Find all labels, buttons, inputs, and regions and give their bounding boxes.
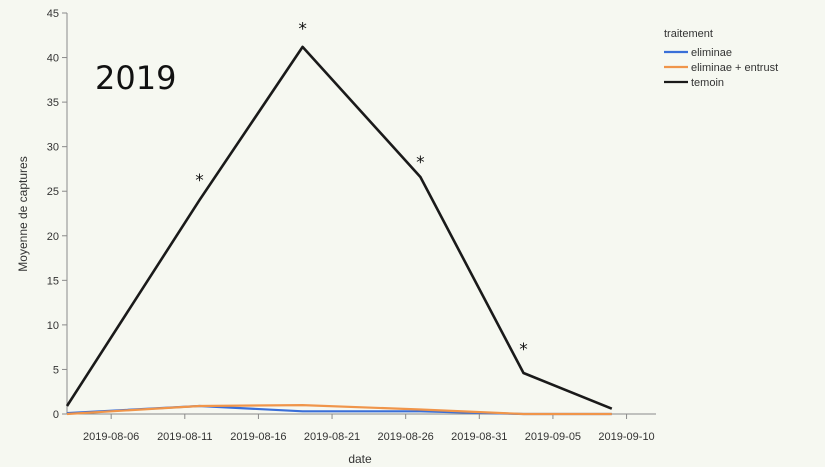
y-tick-label: 15 [47, 275, 59, 287]
significance-star: * [195, 171, 204, 191]
series-line-eliminae-entrust [66, 404, 612, 416]
y-tick-label: 45 [47, 8, 59, 20]
x-tick-label: 2019-08-06 [83, 431, 139, 443]
year-label: 2019 [95, 59, 176, 97]
x-tick-label: 2019-09-10 [598, 431, 654, 443]
significance-star: * [416, 153, 425, 173]
y-tick-label: 0 [53, 409, 59, 421]
legend: traitement eliminae eliminae + entrust tem… [664, 28, 778, 89]
legend-label: eliminae + entrust [691, 62, 778, 74]
y-tick-label: 25 [47, 186, 59, 198]
x-tick-label: 2019-08-31 [451, 431, 507, 443]
y-tick-label: 20 [47, 231, 59, 243]
series-line-temoin [65, 45, 613, 410]
x-axis-title: date [348, 452, 372, 466]
x-tick-label: 2019-08-26 [378, 431, 434, 443]
significance-markers: * * * * [195, 19, 527, 360]
y-axis: 0 5 10 15 20 25 30 35 40 45 [47, 8, 68, 421]
legend-label: eliminae [691, 47, 732, 59]
y-tick-label: 5 [53, 364, 59, 376]
y-tick-label: 10 [47, 320, 59, 332]
legend-label: temoin [691, 77, 724, 89]
y-tick-label: 35 [47, 97, 59, 109]
x-tick-label: 2019-09-05 [525, 431, 581, 443]
y-tick-label: 30 [47, 142, 59, 154]
x-tick-label: 2019-08-21 [304, 431, 360, 443]
x-tick-label: 2019-08-11 [157, 431, 212, 443]
x-axis: 2019-08-06 2019-08-11 2019-08-16 2019-08-21… [67, 413, 656, 443]
significance-star: * [519, 340, 528, 360]
legend-title: traitement [664, 28, 713, 40]
series-lines [65, 45, 613, 416]
significance-star: * [298, 19, 307, 39]
y-axis-title: Moyenne de captures [16, 156, 30, 271]
x-tick-label: 2019-08-16 [230, 431, 286, 443]
y-tick-label: 40 [47, 53, 59, 65]
